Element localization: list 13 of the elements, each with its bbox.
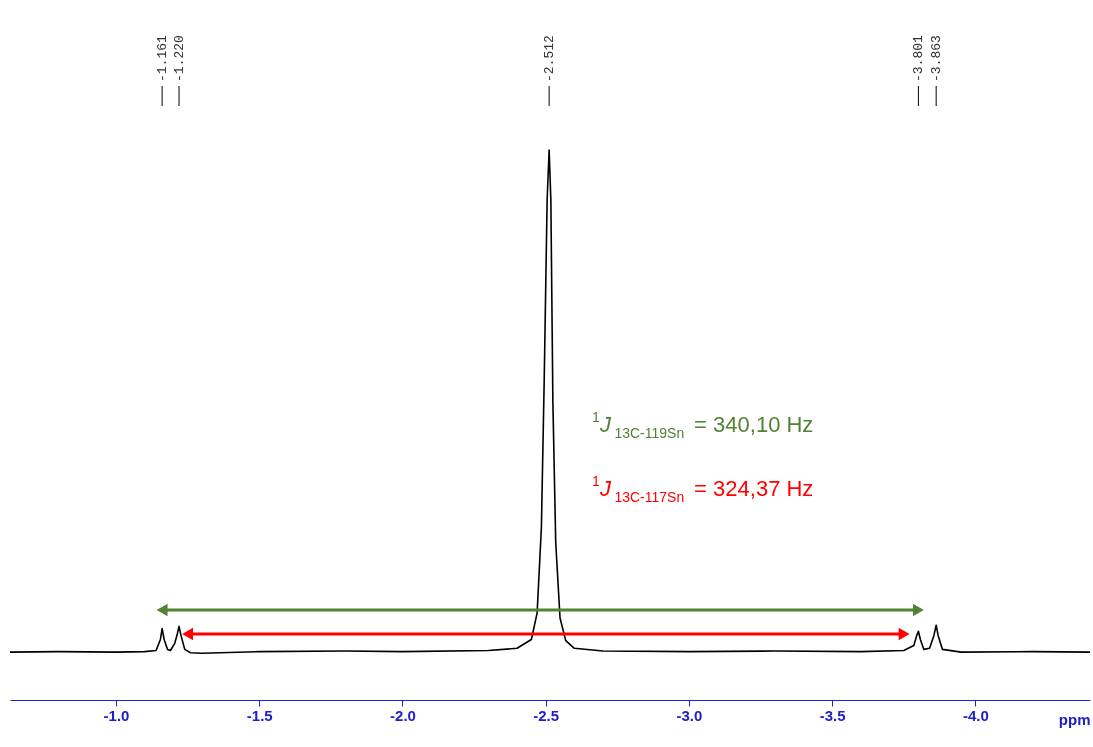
x-tick-label: -4.0	[962, 706, 989, 724]
x-tick-label: -1.5	[246, 706, 273, 724]
x-tick-label: -3.0	[676, 706, 703, 724]
x-tick-label: -3.5	[819, 706, 846, 724]
text: -3.801	[911, 34, 927, 82]
text: -1.220	[172, 35, 188, 82]
x-tick-label: -2.0	[390, 706, 416, 724]
text: -3.863	[929, 35, 945, 82]
x-axis-title: ppm	[1058, 710, 1091, 728]
x-tick-label: -2.5	[533, 706, 560, 724]
text: -1.161	[155, 34, 171, 82]
text: -2.512	[542, 35, 558, 82]
x-tick-label: -1.0	[103, 706, 130, 724]
